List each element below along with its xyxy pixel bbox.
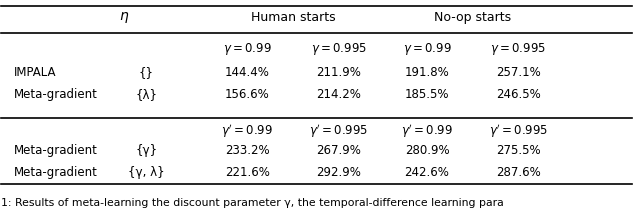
Text: 221.6%: 221.6% xyxy=(225,166,269,180)
Text: 191.8%: 191.8% xyxy=(404,66,449,79)
Text: 185.5%: 185.5% xyxy=(404,88,449,101)
Text: {}: {} xyxy=(139,66,154,79)
Text: Meta-gradient: Meta-gradient xyxy=(14,166,98,180)
Text: No-op starts: No-op starts xyxy=(434,11,511,24)
Text: $\gamma = 0.995$: $\gamma = 0.995$ xyxy=(311,41,367,57)
Text: $\gamma' = 0.99$: $\gamma' = 0.99$ xyxy=(221,122,273,140)
Text: 280.9%: 280.9% xyxy=(404,144,449,157)
Text: 242.6%: 242.6% xyxy=(404,166,449,180)
Text: $\gamma = 0.99$: $\gamma = 0.99$ xyxy=(403,41,451,57)
Text: 1: Results of meta-learning the discount parameter γ, the temporal-difference le: 1: Results of meta-learning the discount… xyxy=(1,198,504,208)
Text: 214.2%: 214.2% xyxy=(316,88,361,101)
Text: Human starts: Human starts xyxy=(251,11,335,24)
Text: Meta-gradient: Meta-gradient xyxy=(14,88,98,101)
Text: $\gamma' = 0.995$: $\gamma' = 0.995$ xyxy=(489,122,548,140)
Text: {γ}: {γ} xyxy=(135,144,157,157)
Text: Meta-gradient: Meta-gradient xyxy=(14,144,98,157)
Text: 246.5%: 246.5% xyxy=(496,88,541,101)
Text: $\gamma' = 0.99$: $\gamma' = 0.99$ xyxy=(401,122,453,140)
Text: 257.1%: 257.1% xyxy=(496,66,541,79)
Text: {γ, λ}: {γ, λ} xyxy=(128,166,164,180)
Text: 287.6%: 287.6% xyxy=(496,166,541,180)
Text: 144.4%: 144.4% xyxy=(225,66,269,79)
Text: $\eta$: $\eta$ xyxy=(119,10,129,25)
Text: $\gamma' = 0.995$: $\gamma' = 0.995$ xyxy=(309,122,368,140)
Text: IMPALA: IMPALA xyxy=(14,66,56,79)
Text: 275.5%: 275.5% xyxy=(496,144,541,157)
Text: 156.6%: 156.6% xyxy=(225,88,269,101)
Text: $\gamma = 0.995$: $\gamma = 0.995$ xyxy=(490,41,547,57)
Text: 267.9%: 267.9% xyxy=(316,144,361,157)
Text: {λ}: {λ} xyxy=(136,88,157,101)
Text: 292.9%: 292.9% xyxy=(316,166,361,180)
Text: 233.2%: 233.2% xyxy=(225,144,269,157)
Text: 211.9%: 211.9% xyxy=(316,66,361,79)
Text: $\gamma = 0.99$: $\gamma = 0.99$ xyxy=(223,41,271,57)
